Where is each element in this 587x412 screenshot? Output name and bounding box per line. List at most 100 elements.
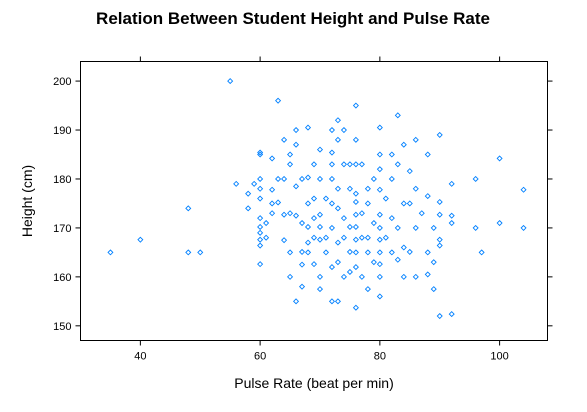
data-point xyxy=(340,234,347,241)
data-point xyxy=(520,224,527,231)
data-point xyxy=(304,223,312,230)
data-point xyxy=(281,136,288,143)
x-axis: 40 60 80 100 xyxy=(134,56,509,363)
data-point xyxy=(334,259,341,266)
data-point xyxy=(287,151,294,158)
data-point xyxy=(310,195,318,202)
data-point xyxy=(233,180,240,187)
data-point xyxy=(394,161,401,168)
data-point xyxy=(328,200,335,207)
data-point xyxy=(316,211,324,218)
data-point xyxy=(346,185,353,192)
data-point xyxy=(340,273,347,280)
data-point xyxy=(436,131,443,138)
data-point xyxy=(328,224,335,231)
data-point xyxy=(257,175,264,183)
data-point xyxy=(287,273,294,280)
data-point xyxy=(287,249,294,256)
data-point xyxy=(376,151,383,158)
data-point xyxy=(376,261,383,268)
data-point xyxy=(334,205,341,212)
data-point xyxy=(472,175,479,183)
data-point xyxy=(316,273,324,280)
x-tick-label: 80 xyxy=(374,351,386,363)
data-point xyxy=(400,273,407,280)
data-point xyxy=(257,151,264,158)
data-point xyxy=(358,273,365,280)
data-point xyxy=(257,236,264,243)
data-point xyxy=(310,234,318,241)
y-axis: 150 160 170 180 190 200 xyxy=(53,76,553,333)
data-point xyxy=(448,212,455,219)
data-point xyxy=(400,244,407,251)
data-point xyxy=(400,200,407,207)
data-point xyxy=(406,200,413,207)
data-point xyxy=(394,224,401,231)
data-point xyxy=(322,234,330,241)
data-point xyxy=(352,304,359,311)
data-point xyxy=(281,237,288,244)
data-point xyxy=(257,223,264,230)
data-point xyxy=(412,224,419,231)
y-tick-label: 170 xyxy=(53,223,71,235)
data-point xyxy=(352,102,359,109)
data-point xyxy=(245,205,252,212)
data-point xyxy=(346,248,353,255)
data-point xyxy=(406,248,413,255)
data-point xyxy=(304,124,312,131)
data-point xyxy=(400,141,407,148)
data-point xyxy=(263,219,270,227)
data-point xyxy=(245,190,252,197)
data-point xyxy=(269,200,276,207)
y-tick-label: 190 xyxy=(53,125,71,137)
data-point xyxy=(424,249,431,256)
data-point xyxy=(376,166,383,173)
data-point xyxy=(430,224,437,231)
chart-title: Relation Between Student Height and Puls… xyxy=(96,9,490,28)
data-point xyxy=(316,146,324,153)
data-point xyxy=(436,242,443,249)
data-point xyxy=(388,151,395,158)
data-point xyxy=(328,126,335,134)
data-point xyxy=(334,239,341,246)
data-point xyxy=(281,175,288,183)
data-point xyxy=(257,185,264,192)
data-point xyxy=(257,149,264,156)
data-point xyxy=(334,117,341,124)
data-point xyxy=(298,283,306,290)
data-point xyxy=(298,175,306,183)
data-point xyxy=(352,211,359,218)
data-point xyxy=(298,248,306,255)
data-point xyxy=(424,271,431,278)
data-point xyxy=(293,212,300,219)
data-point xyxy=(358,234,365,241)
data-point xyxy=(340,161,347,168)
data-point xyxy=(370,175,377,183)
x-axis-label: Pulse Rate (beat per min) xyxy=(234,375,394,391)
data-point xyxy=(257,215,264,222)
data-point xyxy=(424,193,431,200)
data-point xyxy=(287,161,294,168)
data-point xyxy=(364,286,371,293)
data-point xyxy=(334,298,341,305)
x-tick-label: 100 xyxy=(490,351,508,363)
data-point xyxy=(257,229,264,236)
data-point xyxy=(448,219,455,227)
data-point xyxy=(346,161,353,168)
data-point xyxy=(269,210,276,217)
data-point xyxy=(472,224,479,231)
data-point xyxy=(370,259,377,266)
data-point xyxy=(298,219,306,227)
data-point xyxy=(293,298,300,305)
data-point xyxy=(364,200,371,207)
data-point xyxy=(496,155,503,162)
data-point xyxy=(352,264,359,271)
data-point xyxy=(448,311,455,318)
data-point xyxy=(352,190,359,197)
data-point xyxy=(269,186,276,193)
data-point xyxy=(316,175,324,183)
data-point xyxy=(107,249,114,256)
data-point xyxy=(376,124,383,131)
data-point xyxy=(304,174,312,181)
